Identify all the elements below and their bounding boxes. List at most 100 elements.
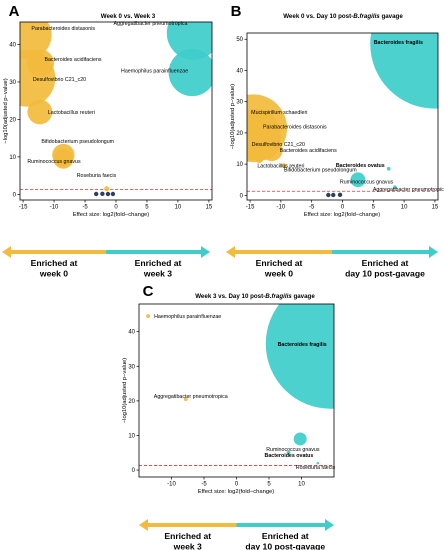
arrowhead-right xyxy=(429,246,438,258)
point-label: Bacteroides acidifaciens xyxy=(44,57,101,63)
panel-title: Week 0 vs. Week 3 xyxy=(101,13,156,20)
point-label: Bacteroides ovatus xyxy=(336,163,385,169)
bubble-ruminococcus-gnavus xyxy=(293,432,307,446)
point-label: Desulfovibrio C21_c20 xyxy=(33,77,86,83)
panel-c: C Week 3 vs. Day 10 post-B.fragilis gavag… xyxy=(122,283,336,550)
point-label: Desulfovibrio C21_c20 xyxy=(252,142,305,148)
bubble-haemophilus-parainfluenzae xyxy=(168,49,212,97)
panel-letter: A xyxy=(9,3,20,20)
x-tick-label: 0 xyxy=(235,482,239,488)
nonsignificant-point xyxy=(105,191,111,197)
y-tick-label: 10 xyxy=(128,433,135,439)
y-tick-label: 10 xyxy=(9,155,16,161)
bubble-bacteroides-acidifaciens xyxy=(260,138,283,162)
y-tick-label: 30 xyxy=(236,100,243,106)
x-tick-label: 5 xyxy=(267,482,271,488)
bubble-bacteroides-ovatus xyxy=(286,450,291,455)
panel-title: Week 3 vs. Day 10 post-B.fragilis gavage xyxy=(195,293,315,300)
x-tick-label: 10 xyxy=(401,205,408,211)
arrowhead-left xyxy=(139,519,148,531)
panel-a: A Week 0 vs. Week 3 Parabacteroides distas… xyxy=(2,3,213,279)
y-tick-label: 0 xyxy=(132,468,136,474)
bubble-roseburia-faecis xyxy=(316,461,320,465)
y-axis-label: −log10(adjusted p−value) xyxy=(230,84,236,149)
y-axis-label: −log10(adjusted p−value) xyxy=(122,358,128,423)
point-label: Roseburia faecis xyxy=(77,173,117,179)
y-tick-label: 40 xyxy=(128,330,135,336)
x-tick-label: -15 xyxy=(246,205,255,211)
y-tick-label: 0 xyxy=(240,193,244,199)
x-tick-label: 5 xyxy=(145,205,149,211)
x-tick-label: -5 xyxy=(309,205,315,211)
bubble-aggregatibacter-pneumotropica xyxy=(166,22,212,60)
point-label: Bacteroides fragilis xyxy=(374,40,423,46)
bubble-aggregatibacter-pneumotropica xyxy=(183,397,188,402)
y-tick-label: 20 xyxy=(9,117,16,123)
x-tick-label: -10 xyxy=(167,482,176,488)
arrow-label-left: Enriched at week 0 xyxy=(256,258,303,279)
bubble-bifidobacterium-pseudolongum xyxy=(281,163,287,169)
point-label: Mucispirillum schaedleri xyxy=(251,110,307,116)
point-label: Roseburia faecis xyxy=(296,465,336,471)
bubble-haemophilus-parainfluenzae xyxy=(146,314,151,319)
panel-letter: B xyxy=(231,3,242,20)
point-label: Lactobacillus reuteri xyxy=(257,163,304,169)
point-label: Bacteroides ovatus xyxy=(265,453,314,459)
panel-title: Week 0 vs. Day 10 post-B.fragilis gavage xyxy=(283,13,403,20)
x-tick-label: 15 xyxy=(206,205,213,211)
bubble-ruminococcus-gnavus xyxy=(53,148,74,169)
y-tick-label: 20 xyxy=(236,131,243,137)
point-label: Bifidobacterium pseudolongum xyxy=(284,168,357,174)
x-tick-label: 5 xyxy=(372,205,376,211)
point-label: Bacteroides fragilis xyxy=(278,342,327,348)
bubble-bacteroides-fragilis xyxy=(370,33,438,109)
point-label: Bacteroides acidifaciens xyxy=(280,148,337,154)
arrowhead-left xyxy=(2,246,11,258)
x-tick-label: 10 xyxy=(175,205,182,211)
x-axis-label: Effect size: log2(fold−change) xyxy=(198,489,274,495)
x-tick-label: 0 xyxy=(341,205,345,211)
arrow-label-right: Enriched at day 10 post-gavage xyxy=(245,531,325,550)
bubble-aggregatibacter-pneumotropica xyxy=(393,185,397,190)
y-tick-label: 0 xyxy=(13,192,17,198)
x-tick-label: 15 xyxy=(432,205,439,211)
y-tick-label: 20 xyxy=(128,399,135,405)
y-tick-label: 30 xyxy=(9,80,16,86)
point-label: Ruminococcus gnavus xyxy=(266,447,320,453)
nonsignificant-point xyxy=(100,191,105,197)
points-layer xyxy=(146,304,334,465)
points-layer xyxy=(20,22,212,197)
y-tick-label: 30 xyxy=(128,364,135,370)
point-label: Parabacteroides distasonis xyxy=(31,26,95,32)
bubble-bacteroides-ovatus xyxy=(386,166,391,171)
nonsignificant-point xyxy=(93,191,99,197)
y-tick-label: 50 xyxy=(236,37,243,43)
point-label: Lactobacillus reuteri xyxy=(48,110,95,116)
point-label: Ruminococcus gnavus xyxy=(27,159,81,165)
points-layer xyxy=(247,33,438,198)
arrow-label-left: Enriched at week 3 xyxy=(164,531,211,550)
point-label: Parabacteroides distasonis xyxy=(263,124,327,130)
x-axis-label: Effect size: log2(fold−change) xyxy=(304,212,380,218)
bubble-roseburia-faecis xyxy=(104,186,110,192)
point-label: Aggregatibacter pneumotropica xyxy=(113,21,187,27)
y-tick-label: 10 xyxy=(236,162,243,168)
arrowhead-right xyxy=(201,246,210,258)
point-label: Bifidobacterium pseudolongum xyxy=(41,139,114,145)
y-axis-label: −log10(adjusted p−value) xyxy=(3,78,9,143)
panel-b: B Week 0 vs. Day 10 post-B.fragilis gavag… xyxy=(226,3,444,279)
arrowhead-right xyxy=(325,519,334,531)
point-label: Haemophilus parainfluenzae xyxy=(121,69,188,75)
nonsignificant-point xyxy=(326,192,331,198)
y-tick-label: 40 xyxy=(9,42,16,48)
point-label: Aggregatibacter pneumotropica xyxy=(154,394,228,400)
bubble-bacteroides-fragilis xyxy=(265,304,334,409)
arrow-label-right: Enriched at week 3 xyxy=(135,258,182,279)
x-tick-label: -10 xyxy=(277,205,286,211)
arrow-label-right: Enriched at day 10 post-gavage xyxy=(345,258,425,279)
arrowhead-left xyxy=(226,246,235,258)
x-axis-label: Effect size: log2(fold−change) xyxy=(73,212,149,218)
x-tick-label: 10 xyxy=(298,482,305,488)
nonsignificant-point xyxy=(110,191,116,197)
